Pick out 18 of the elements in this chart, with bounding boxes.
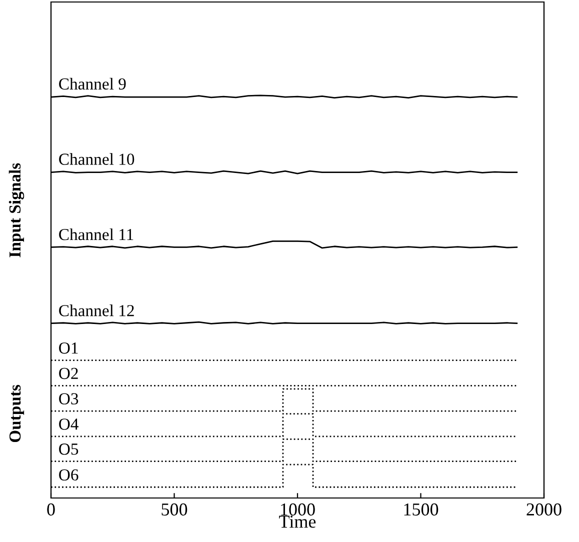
x-tick-label: 500 (162, 503, 188, 516)
series-label: Channel 10 (59, 153, 134, 165)
series-label: O3 (59, 393, 78, 404)
x-tick-label: 1500 (404, 503, 438, 516)
series-label: Channel 12 (59, 304, 134, 316)
series-label: O5 (59, 444, 78, 455)
series-label: Channel 11 (59, 228, 134, 240)
x-tick-label: 2000 (526, 503, 562, 516)
series-label: O1 (59, 342, 78, 354)
x-tick-label: 0 (47, 503, 55, 516)
x-tick-label: 1000 (281, 503, 315, 516)
series-label: O4 (59, 418, 79, 430)
series-label: O2 (59, 368, 78, 380)
text: Outputs (9, 384, 24, 442)
series-label: Channel 9 (59, 78, 126, 90)
x-axis-title: Time (279, 516, 316, 528)
y-axis-title: Input Signals (8, 163, 24, 258)
series-label: O6 (59, 469, 78, 481)
